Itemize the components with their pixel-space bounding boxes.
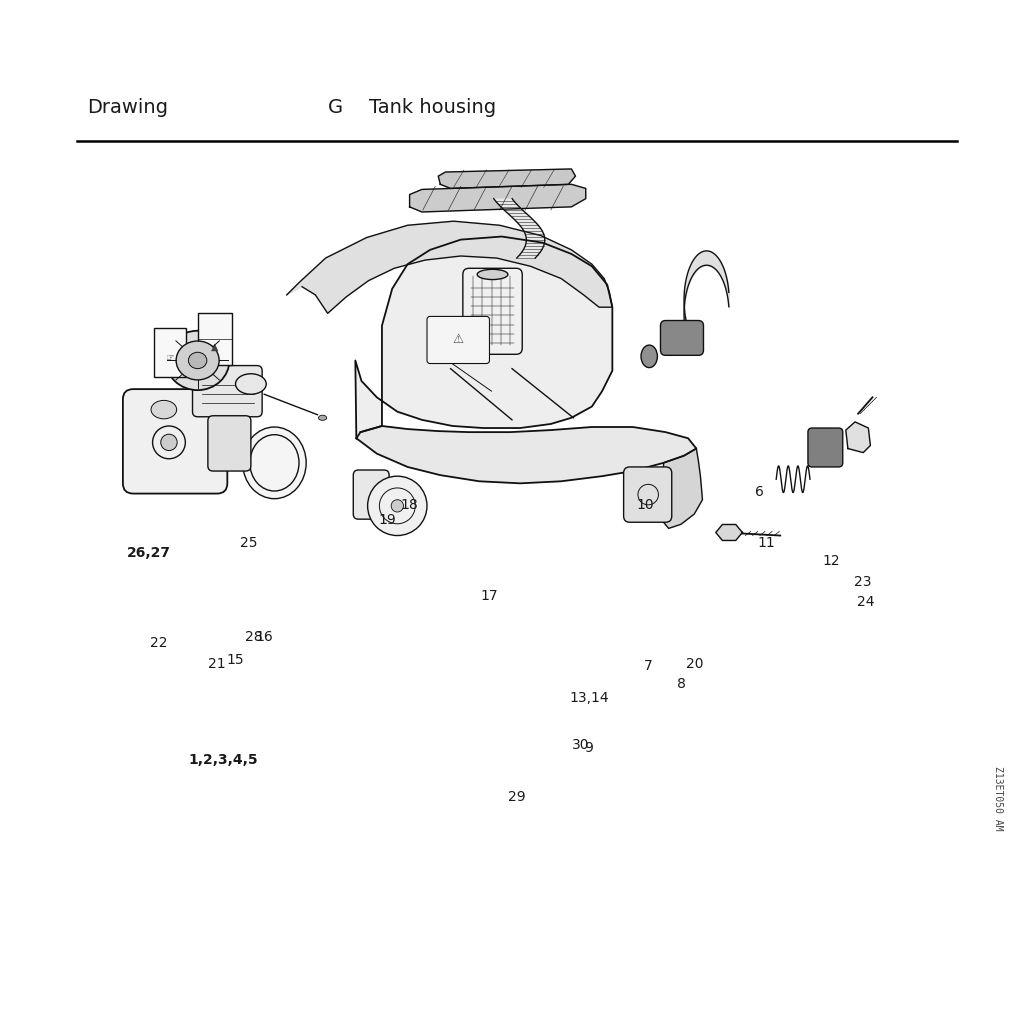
Text: 15: 15 [226, 653, 245, 668]
Ellipse shape [526, 187, 553, 206]
Text: 25: 25 [240, 536, 258, 550]
Text: 22: 22 [150, 636, 168, 650]
FancyBboxPatch shape [660, 321, 703, 355]
Polygon shape [664, 449, 702, 528]
Text: 16: 16 [255, 630, 273, 644]
Ellipse shape [477, 269, 508, 280]
Ellipse shape [166, 331, 229, 390]
Polygon shape [846, 422, 870, 453]
Text: 20: 20 [685, 656, 703, 671]
Polygon shape [438, 169, 575, 188]
Text: 6: 6 [756, 484, 764, 499]
Text: 7: 7 [644, 658, 652, 673]
Text: G: G [328, 98, 343, 117]
Text: 9: 9 [585, 740, 593, 755]
Ellipse shape [391, 500, 403, 512]
Text: 19: 19 [378, 513, 396, 527]
Text: Drawing: Drawing [87, 98, 168, 117]
FancyBboxPatch shape [193, 366, 262, 417]
Ellipse shape [243, 427, 306, 499]
Text: 23: 23 [854, 574, 872, 589]
FancyBboxPatch shape [154, 328, 186, 377]
Ellipse shape [368, 476, 427, 536]
FancyBboxPatch shape [808, 428, 843, 467]
FancyBboxPatch shape [123, 389, 227, 494]
Text: 8: 8 [677, 677, 685, 691]
Text: 12: 12 [822, 554, 841, 568]
Text: 24: 24 [856, 595, 874, 609]
Ellipse shape [495, 248, 519, 264]
Polygon shape [716, 524, 742, 541]
Text: 18: 18 [400, 498, 419, 512]
Ellipse shape [188, 352, 207, 369]
FancyBboxPatch shape [208, 416, 251, 471]
Text: Tank housing: Tank housing [369, 98, 496, 117]
Text: 13,14: 13,14 [569, 691, 608, 706]
Text: 21: 21 [208, 656, 226, 671]
Text: 26,27: 26,27 [127, 546, 170, 560]
Text: 11: 11 [757, 536, 775, 550]
Text: 10: 10 [636, 498, 654, 512]
Text: ☞: ☞ [166, 353, 174, 364]
Text: 1,2,3,4,5: 1,2,3,4,5 [188, 753, 258, 767]
Polygon shape [355, 237, 612, 438]
FancyBboxPatch shape [463, 268, 522, 354]
Text: ▲: ▲ [211, 342, 219, 352]
Ellipse shape [318, 416, 327, 420]
Polygon shape [287, 221, 612, 313]
Text: Z13ET050 AM: Z13ET050 AM [993, 766, 1004, 831]
Ellipse shape [161, 434, 177, 451]
Ellipse shape [641, 345, 657, 368]
Polygon shape [410, 184, 586, 212]
Ellipse shape [236, 374, 266, 394]
Polygon shape [356, 426, 696, 483]
Text: 30: 30 [571, 738, 590, 753]
FancyBboxPatch shape [624, 467, 672, 522]
Ellipse shape [176, 341, 219, 380]
Text: 17: 17 [480, 589, 499, 603]
Text: ⚠: ⚠ [453, 334, 463, 346]
Text: 28: 28 [245, 630, 263, 644]
Ellipse shape [151, 400, 177, 419]
FancyBboxPatch shape [427, 316, 489, 364]
FancyBboxPatch shape [353, 470, 389, 519]
FancyBboxPatch shape [198, 313, 232, 365]
Text: 29: 29 [508, 790, 526, 804]
